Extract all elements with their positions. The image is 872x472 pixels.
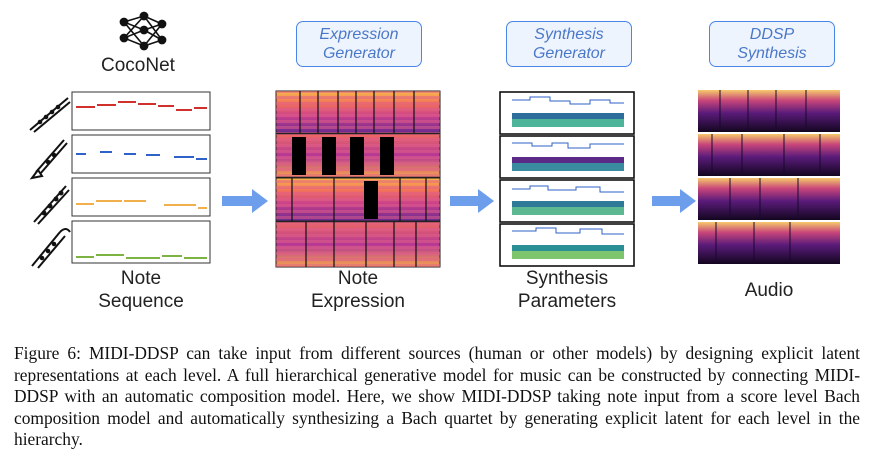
- note-expression-panel: [275, 90, 441, 268]
- synthesis-generator-line1: Synthesis: [534, 26, 604, 43]
- pipeline-diagram: [29, 11, 840, 269]
- expression-generator-line1: Expression: [319, 26, 399, 43]
- note-sequence-line1: Note: [120, 268, 162, 289]
- audio-label: Audio: [744, 280, 794, 301]
- audio-spectrogram-panel: [698, 90, 840, 264]
- ddsp-synthesis-line1: DDSP: [749, 26, 795, 43]
- note-expression-label: Note Expression: [276, 267, 440, 313]
- clarinet-icon: [29, 139, 68, 180]
- synthesis-generator-box: Synthesis Generator: [506, 21, 632, 67]
- synthesis-parameters-panel: [499, 91, 635, 267]
- synthesis-parameters-line2: Parameters: [517, 291, 617, 312]
- synthesis-generator-line2: Generator: [532, 45, 606, 62]
- synthesis-parameters-line1: Synthesis: [525, 268, 609, 289]
- note-sequence-panel: [71, 91, 211, 264]
- bassoon-icon: [31, 228, 71, 269]
- flute-icon: [29, 97, 71, 133]
- expression-generator-line2: Generator: [322, 45, 396, 62]
- note-sequence-line2: Sequence: [98, 291, 184, 312]
- figure-caption: Figure 6: MIDI-DDSP can take input from …: [14, 343, 860, 449]
- ddsp-synthesis-box: DDSP Synthesis: [709, 21, 835, 67]
- ddsp-synthesis-line2: Synthesis: [737, 45, 807, 62]
- arrow-right-icon: [652, 189, 696, 213]
- expression-generator-box: Expression Generator: [296, 21, 422, 67]
- arrow-right-icon: [222, 189, 268, 213]
- neural-network-icon: [119, 11, 167, 51]
- synthesis-parameters-label: Synthesis Parameters: [496, 267, 638, 313]
- note-expression-line2: Expression: [311, 291, 405, 312]
- figure: CocoNet Expression Generator Synthesis G…: [29, 11, 840, 313]
- note-expression-line1: Note: [337, 268, 379, 289]
- arrow-right-icon: [450, 189, 494, 213]
- oboe-icon: [33, 185, 70, 225]
- coconet-label: CocoNet: [101, 55, 175, 76]
- note-sequence-label: Note Sequence: [72, 267, 210, 313]
